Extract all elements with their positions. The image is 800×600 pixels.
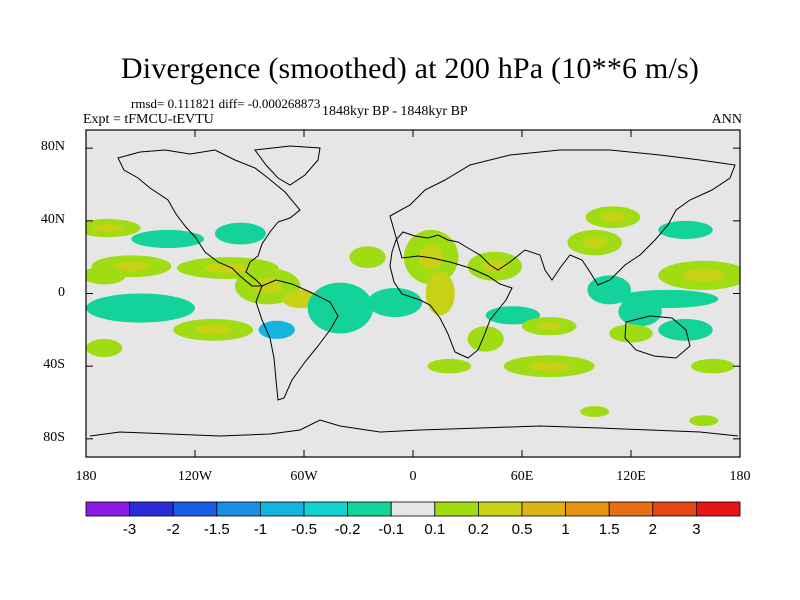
anomaly-region-15 (425, 271, 455, 316)
anomaly-region-2 (131, 229, 205, 249)
colorbar-label-6: -0.1 (378, 521, 404, 538)
axis-ticks (85, 130, 741, 457)
anomaly-layer (86, 206, 740, 427)
colorbar-label-5: -0.2 (335, 521, 361, 538)
rmsd-stats: rmsd= 0.111821 diff= -0.000268873 (131, 96, 321, 111)
colorbar: -3 -2 -1.5 -1 -0.5 -0.2 -0.1 0.1 0.2 0.5 1 1.5 2 3 (85, 501, 741, 538)
anomaly-region-33 (427, 358, 472, 374)
anomaly-region-26 (658, 220, 713, 240)
anomaly-region-30 (86, 338, 123, 358)
anomaly-region-27 (616, 289, 719, 309)
anomaly-core-1 (93, 224, 123, 233)
colorbar-swatch-14 (696, 501, 741, 517)
anomaly-region-12 (367, 288, 423, 318)
anomaly-region-34 (580, 406, 610, 418)
anomaly-core-4 (204, 263, 251, 273)
greenland-coast (254, 145, 321, 186)
anomaly-region-32 (349, 246, 386, 269)
anomaly-core-18 (536, 322, 562, 331)
colorbar-label-3: -1 (254, 521, 267, 538)
anomaly-region-31 (86, 266, 126, 285)
north-america-coast (117, 149, 301, 287)
anomaly-region-10 (307, 282, 374, 334)
lon-label-5: 120E (616, 469, 646, 484)
anomaly-core-25 (683, 268, 725, 282)
lat-label-0: 80N (40, 139, 65, 155)
colorbar-label-4: -0.5 (291, 521, 317, 538)
colorbar-swatch-0 (85, 501, 130, 517)
antarctica-coast (89, 419, 739, 437)
colorbar-label-8: 0.2 (468, 521, 489, 538)
anomaly-region-3 (214, 222, 266, 245)
colorbar-label-0: -3 (123, 521, 136, 538)
experiment-label: Expt = tFMCU-tEVTU (83, 112, 214, 127)
colorbar-label-2: -1.5 (204, 521, 230, 538)
anomaly-core-21 (600, 212, 626, 223)
lon-label-0: 180 (75, 469, 97, 484)
lon-label-4: 60E (510, 469, 534, 484)
lon-label-3: 0 (409, 469, 417, 484)
lon-label-2: 60W (290, 469, 318, 484)
colorbar-swatch-6 (347, 501, 392, 517)
anomaly-region-29 (690, 358, 735, 374)
colorbar-label-11: 1.5 (599, 521, 620, 538)
coastlines (89, 145, 739, 437)
colorbar-swatch-5 (303, 501, 348, 517)
anomaly-region-6 (86, 293, 195, 323)
colorbar-swatch-4 (259, 501, 305, 517)
colorbar-label-13: 3 (692, 521, 700, 538)
anomaly-core-13 (418, 244, 444, 270)
lon-label-1: 120W (177, 469, 213, 484)
anomaly-region-24 (609, 324, 653, 343)
colorbar-swatch-2 (172, 501, 218, 517)
anomaly-core-19 (528, 361, 570, 372)
lat-label-3: 40S (43, 357, 65, 373)
anomaly-core-20 (582, 236, 607, 249)
lon-label-6: 180 (729, 469, 751, 484)
colorbar-label-1: -2 (167, 521, 180, 538)
anomaly-region-17 (467, 326, 504, 352)
colorbar-label-12: 2 (649, 521, 657, 538)
colorbar-swatch-12 (608, 501, 654, 517)
south-america-coast (255, 279, 339, 401)
lat-label-1: 40N (40, 211, 65, 227)
colorbar-swatch-10 (521, 501, 566, 517)
colorbar-swatch-11 (565, 501, 610, 517)
eurasia-africa-coast (389, 149, 736, 359)
anomaly-region-11 (258, 320, 295, 339)
colorbar-label-9: 0.5 (512, 521, 533, 538)
colorbar-label-7: 0.1 (424, 521, 445, 538)
colorbar-swatch-9 (477, 501, 523, 517)
colorbar-label-10: 1 (561, 521, 569, 538)
lat-label-4: 80S (43, 429, 65, 445)
anomaly-core-9 (195, 324, 232, 335)
anomaly-region-16 (485, 306, 541, 325)
lat-label-2: 0 (58, 284, 65, 300)
anomaly-core-5 (113, 261, 150, 272)
colorbar-swatch-7 (390, 501, 436, 517)
colorbar-swatch-1 (129, 501, 174, 517)
colorbar-swatch-3 (216, 501, 261, 517)
plot-title: Divergence (smoothed) at 200 hPa (10**6 … (120, 52, 700, 85)
australia-coast (624, 315, 691, 359)
colorbar-swatch-13 (652, 501, 697, 517)
season-label: ANN (711, 112, 742, 127)
colorbar-swatch-8 (434, 501, 479, 517)
period-label: 1848kyr BP - 1848kyr BP (322, 104, 468, 119)
anomaly-region-35 (689, 415, 719, 427)
